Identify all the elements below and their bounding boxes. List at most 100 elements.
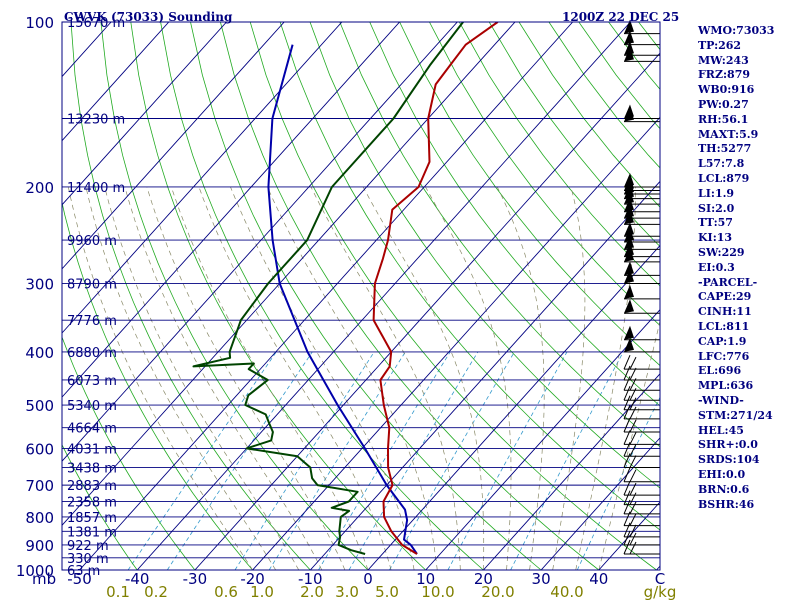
wind-barb-feather bbox=[623, 386, 631, 401]
wind-barb-feather bbox=[629, 432, 637, 445]
wind-barb-flag bbox=[624, 19, 634, 34]
wind-barb-feather bbox=[629, 501, 637, 515]
mixing-ratio-label: 40.0 bbox=[550, 583, 583, 600]
index-line: MW:243 bbox=[698, 53, 749, 67]
wind-barb-flag bbox=[624, 210, 634, 225]
wind-barb-flag bbox=[624, 30, 634, 45]
height-label: 2358 m bbox=[67, 496, 117, 511]
dry-adiabat bbox=[279, 22, 660, 531]
chart-labels: CWVK (73033) Sounding 1200Z 22 DEC 25 10… bbox=[16, 10, 679, 600]
wind-barb-feather bbox=[629, 492, 637, 505]
mixing-ratio-label: 10.0 bbox=[421, 583, 454, 600]
index-line: BRN:0.6 bbox=[698, 482, 750, 496]
index-line: TP:262 bbox=[698, 38, 742, 52]
temperature-tick-label: 0 bbox=[363, 570, 373, 588]
wind-barb-feather bbox=[623, 499, 631, 515]
pressure-tick-label: 100 bbox=[25, 14, 54, 32]
wind-barb-feather bbox=[623, 480, 631, 496]
index-line: SI:2.0 bbox=[698, 201, 735, 215]
height-label: 63 m bbox=[67, 564, 100, 579]
index-line: CAP:1.9 bbox=[698, 334, 747, 348]
index-line: RH:56.1 bbox=[698, 112, 749, 126]
dry-adiabat bbox=[190, 22, 542, 570]
isotherm-line bbox=[79, 22, 574, 570]
mixing-ratio-label: 0.2 bbox=[144, 583, 168, 600]
index-line: BSHR:46 bbox=[698, 497, 755, 511]
wind-barbs bbox=[623, 19, 660, 555]
index-line: LCL:879 bbox=[698, 171, 750, 185]
mixing-ratio-label: 20.0 bbox=[481, 583, 514, 600]
index-line: EI:0.3 bbox=[698, 260, 735, 274]
index-line: PW:0.27 bbox=[698, 97, 749, 111]
isotherm-line bbox=[62, 22, 227, 206]
wind-barb-feather bbox=[629, 444, 637, 457]
dry-adiabat bbox=[130, 22, 426, 570]
index-line: WB0:916 bbox=[698, 83, 755, 97]
plot-frame bbox=[61, 21, 661, 571]
height-label: 4031 m bbox=[67, 442, 117, 457]
height-label: 1381 m bbox=[67, 525, 117, 540]
wind-barb-flag bbox=[624, 190, 634, 205]
isotherm-line bbox=[136, 22, 631, 570]
wind-barb-feather bbox=[623, 539, 631, 555]
height-label: 6073 m bbox=[67, 374, 117, 389]
index-line: MPL:636 bbox=[698, 379, 754, 393]
wind-barb-flag bbox=[624, 299, 634, 314]
isotherm-line bbox=[540, 437, 660, 570]
wind-barb-flag bbox=[624, 247, 634, 262]
moist-adiabat bbox=[104, 186, 300, 570]
wind-barb-flag bbox=[624, 325, 634, 340]
grid-lines bbox=[62, 22, 660, 570]
index-line: EHI:0.0 bbox=[698, 467, 746, 481]
pressure-tick-label: 1000 bbox=[16, 562, 54, 580]
index-line: L57:7.8 bbox=[698, 157, 745, 171]
index-line: LFC:776 bbox=[698, 349, 750, 363]
moist-adiabat bbox=[124, 186, 323, 570]
temperature-tick-label: -50 bbox=[67, 570, 92, 588]
isotherm-line bbox=[62, 22, 400, 398]
isotherm-line bbox=[62, 22, 516, 527]
mixing-ratio-line bbox=[268, 351, 406, 570]
isotherm-line bbox=[483, 373, 660, 570]
isotherm-line bbox=[194, 52, 660, 570]
index-line: LCL:811 bbox=[698, 319, 750, 333]
wind-barb-feather bbox=[629, 356, 637, 370]
chart-time: 1200Z 22 DEC 25 bbox=[562, 10, 679, 24]
index-line: -WIND- bbox=[698, 393, 744, 407]
height-label: 330 m bbox=[67, 552, 109, 567]
wind-barb-feather bbox=[623, 417, 631, 433]
wind-barb-feather bbox=[623, 354, 631, 370]
wind-barb-feather bbox=[629, 532, 637, 546]
wind-barb-feather bbox=[623, 522, 631, 538]
pressure-tick-label: 600 bbox=[25, 440, 54, 458]
temperature-tick-label: -10 bbox=[298, 570, 323, 588]
wind-barb-flag bbox=[624, 284, 634, 299]
mixing-ratio-line bbox=[127, 351, 277, 570]
pressure-tick-label: 800 bbox=[25, 509, 54, 527]
index-line: MAXT:5.9 bbox=[698, 127, 759, 141]
mixing-ratio-unit: g/kg bbox=[644, 583, 677, 600]
moist-adiabat bbox=[425, 186, 512, 570]
temperature-tick-label: 40 bbox=[589, 570, 608, 588]
wind-barb-flag bbox=[624, 235, 634, 250]
wind-barb-flag bbox=[624, 47, 634, 62]
height-label: 3438 m bbox=[67, 461, 117, 476]
wind-barb-feather bbox=[623, 376, 631, 391]
wind-barb-feather bbox=[623, 404, 631, 420]
temperature-tick-label: -40 bbox=[125, 570, 150, 588]
wind-barb-feather bbox=[629, 541, 637, 555]
corner-label: C bbox=[655, 570, 665, 588]
moist-adiabat bbox=[552, 186, 586, 570]
pressure-tick-label: 500 bbox=[25, 397, 54, 415]
pressure-tick-label: 700 bbox=[25, 477, 54, 495]
index-line: CAPE:29 bbox=[698, 290, 752, 304]
mixing-ratio-line bbox=[510, 351, 624, 570]
isotherm-line bbox=[62, 22, 170, 142]
wind-barb-feather bbox=[623, 490, 631, 505]
wind-barb-feather bbox=[623, 430, 631, 445]
wind-barb-feather bbox=[629, 419, 637, 433]
temperature-tick-label: 10 bbox=[416, 570, 435, 588]
wind-barb-feather bbox=[623, 511, 631, 526]
index-line: SRDS:104 bbox=[698, 453, 760, 467]
wind-barb-feather bbox=[623, 530, 631, 546]
